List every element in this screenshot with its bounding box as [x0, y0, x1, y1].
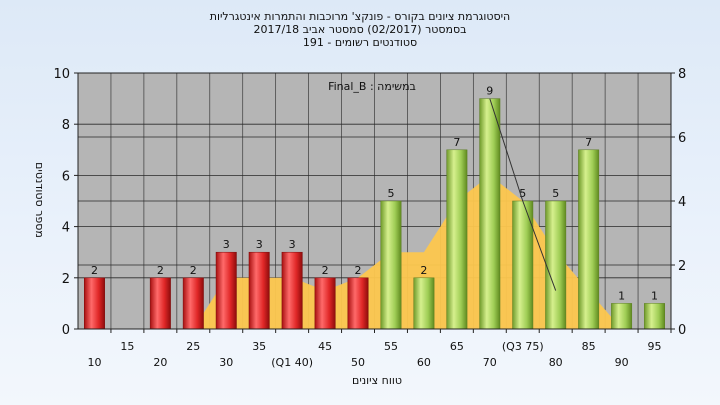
bar-value-label: 3 — [256, 238, 263, 251]
bar-10 — [84, 277, 105, 330]
x-tick-label: 70 — [483, 356, 497, 369]
bar-65 — [446, 149, 468, 330]
x-tick-label: 30 — [219, 356, 233, 369]
y-tick-label: 6 — [62, 169, 70, 184]
y2-tick-label: 8 — [678, 67, 686, 82]
x-tick-label: 50 — [351, 356, 365, 369]
bar-value-label: 2 — [355, 264, 362, 277]
y2-tick-label: 6 — [678, 131, 686, 146]
trend-line — [489, 98, 557, 291]
x-tick-label: 55 — [384, 340, 398, 353]
y-tick-label: 4 — [62, 221, 70, 236]
bar-25 — [182, 277, 204, 330]
bar-value-label: 7 — [585, 136, 592, 149]
bar-45 — [314, 277, 336, 330]
chart-title-line-2: בסמסטר (02/2017) סמסטר אביב 2017/18 — [253, 23, 467, 36]
x-tick-label: 10 — [87, 356, 101, 369]
bar-50 — [347, 277, 369, 330]
bar-value-label: 1 — [651, 289, 658, 302]
y-tick-label: 8 — [62, 118, 70, 133]
x-axis-label: טווח ציונים — [352, 374, 402, 387]
bar-value-label: 2 — [190, 264, 197, 277]
bar-70 — [479, 98, 501, 330]
x-tick-label: 45 — [318, 340, 332, 353]
x-tick-label: 35 — [252, 340, 266, 353]
bar-value-label: 2 — [420, 264, 427, 277]
bar-value-label: 9 — [486, 85, 493, 98]
y2-tick-label: 4 — [678, 195, 686, 210]
chart-title-line-1: היסטוגרמת ציונים בקורס - פונקצ' מרוכבות … — [209, 10, 511, 23]
bar-value-label: 3 — [223, 238, 230, 251]
x-tick-label: 25 — [186, 340, 200, 353]
bar-30 — [215, 251, 237, 330]
x-tick-label: 80 — [549, 356, 563, 369]
bar-value-label: 5 — [387, 187, 394, 200]
bar-value-label: 1 — [618, 289, 625, 302]
y-axis-label: מספר סטודנטים — [33, 162, 46, 238]
x-tick-label: 95 — [648, 340, 662, 353]
y-tick-label: 10 — [53, 67, 70, 82]
bar-60 — [413, 277, 435, 330]
bar-value-label: 2 — [157, 264, 164, 277]
x-tick-label: 15 — [120, 340, 134, 353]
bar-value-label: 2 — [91, 264, 98, 277]
bar-20 — [149, 277, 171, 330]
chart-title-line-3: סטודנטים רשומים - 191 — [302, 36, 418, 49]
y-tick-label: 2 — [62, 272, 70, 287]
bar-value-label: 5 — [552, 187, 559, 200]
bar-90 — [611, 303, 633, 330]
y2-tick-label: 2 — [678, 259, 686, 274]
x-tick-label: 65 — [450, 340, 464, 353]
bar-value-label: 2 — [322, 264, 329, 277]
y-tick-label: 0 — [62, 323, 70, 338]
x-tick-label: 20 — [153, 356, 167, 369]
bar-55 — [380, 200, 402, 330]
x-tick-label: (Q1 40) — [271, 356, 313, 369]
bar-value-label: 3 — [289, 238, 296, 251]
bar-(Q1 40) — [281, 251, 303, 330]
bar-value-label: 5 — [519, 187, 526, 200]
bar-35 — [248, 251, 270, 330]
bar-85 — [578, 149, 600, 330]
bar-95 — [644, 303, 665, 330]
task-annotation: Final_B : במשימה — [328, 80, 416, 93]
y2-tick-label: 0 — [678, 323, 686, 338]
x-tick-label: 90 — [615, 356, 629, 369]
bar-80 — [545, 200, 567, 330]
x-tick-label: (Q3 75) — [502, 340, 544, 353]
chart-title-block: היסטוגרמת ציונים בקורס - פונקצ' מרוכבות … — [0, 10, 720, 49]
bar-value-label: 7 — [453, 136, 460, 149]
x-tick-label: 60 — [417, 356, 431, 369]
x-tick-label: 85 — [582, 340, 596, 353]
